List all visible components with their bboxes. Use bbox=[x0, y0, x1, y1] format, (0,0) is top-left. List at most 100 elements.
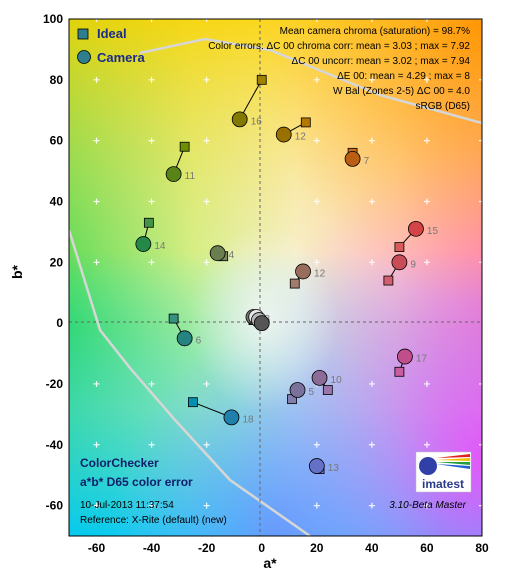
camera-marker bbox=[408, 220, 424, 237]
x-tick-label: -40 bbox=[143, 541, 161, 555]
legend-ideal-swatch bbox=[77, 28, 89, 40]
legend: Ideal Camera bbox=[77, 26, 145, 65]
ideal-marker bbox=[394, 242, 405, 252]
patch-label: 12 bbox=[314, 268, 326, 279]
ideal-marker bbox=[179, 141, 190, 152]
ideal-marker bbox=[289, 278, 300, 289]
patch-label: 10 bbox=[331, 375, 343, 386]
grid-marker bbox=[203, 441, 210, 448]
grid-marker bbox=[148, 198, 155, 205]
patch-label: 17 bbox=[416, 354, 428, 365]
grid-marker bbox=[313, 259, 320, 266]
camera-marker bbox=[344, 150, 361, 167]
grid-marker bbox=[93, 380, 100, 387]
grid-marker bbox=[368, 502, 375, 509]
y-tick-label: 40 bbox=[50, 194, 64, 208]
ideal-marker bbox=[300, 117, 311, 128]
stats-line-4: ΔE 00: mean = 4.29 ; max = 8 bbox=[337, 71, 470, 82]
info-title: ColorChecker bbox=[80, 456, 159, 470]
grid-marker bbox=[368, 198, 375, 205]
grid-marker bbox=[93, 76, 100, 83]
patch-label: 9 bbox=[410, 259, 416, 270]
ideal-marker bbox=[187, 397, 198, 408]
imatest-logo: imatest bbox=[415, 451, 472, 493]
patch-label: 15 bbox=[427, 226, 439, 237]
grid-marker bbox=[148, 441, 155, 448]
grid-marker bbox=[93, 502, 100, 509]
grid-marker bbox=[313, 441, 320, 448]
grid-marker bbox=[203, 76, 210, 83]
stats-line-2: Color errors: ΔC 00 chroma corr: mean = … bbox=[208, 41, 470, 52]
grid-marker bbox=[203, 137, 210, 144]
y-tick-label: 0 bbox=[56, 316, 63, 330]
grid-marker bbox=[368, 441, 375, 448]
info-subtitle: a*b* D65 color error bbox=[80, 475, 193, 489]
camera-marker bbox=[391, 254, 408, 271]
camera-marker bbox=[231, 111, 248, 128]
x-axis-label: a* bbox=[263, 555, 277, 571]
grid-marker bbox=[93, 259, 100, 266]
grid-marker bbox=[368, 380, 375, 387]
footer-date: 10-Jul-2013 11:37:54 bbox=[80, 500, 174, 511]
camera-marker bbox=[165, 166, 182, 183]
x-tick-labels: -60 -40 -20 0 20 40 60 80 bbox=[88, 541, 489, 555]
grid-marker bbox=[203, 502, 210, 509]
grid-marker bbox=[368, 76, 375, 83]
grid-marker bbox=[93, 441, 100, 448]
patch-label: 18 bbox=[242, 414, 254, 425]
camera-marker bbox=[308, 458, 325, 474]
stats-line-3: ΔC 00 uncorr: mean = 3.02 ; max = 7.94 bbox=[292, 56, 471, 67]
patch-label: 6 bbox=[196, 335, 202, 346]
grid-marker bbox=[148, 502, 155, 509]
grid-marker bbox=[93, 198, 100, 205]
patch-label: 13 bbox=[328, 463, 340, 474]
patch-label: 5 bbox=[309, 387, 315, 398]
grid-marker bbox=[313, 137, 320, 144]
camera-marker bbox=[209, 245, 226, 262]
patch-label: 4 bbox=[229, 250, 235, 261]
y-tick-label: -40 bbox=[46, 438, 64, 452]
grid-marker bbox=[423, 198, 430, 205]
camera-marker bbox=[275, 126, 292, 143]
camera-marker bbox=[295, 263, 311, 280]
grid-marker bbox=[313, 198, 320, 205]
brand-label: imatest bbox=[422, 477, 464, 491]
grid-marker bbox=[423, 76, 430, 83]
legend-camera-label: Camera bbox=[97, 50, 145, 65]
ideal-marker bbox=[168, 313, 179, 324]
patch-label: 14 bbox=[154, 241, 166, 252]
grid-marker bbox=[203, 380, 210, 387]
legend-ideal-label: Ideal bbox=[97, 26, 127, 41]
plot-frame bbox=[68, 18, 483, 537]
ideal-marker bbox=[143, 217, 154, 228]
grid-marker bbox=[423, 502, 430, 509]
y-tick-labels: -60 -40 -20 0 20 40 60 80 100 bbox=[43, 12, 63, 513]
stats-line-6: sRGB (D65) bbox=[416, 101, 470, 112]
ideal-marker bbox=[394, 366, 405, 377]
stats-line-1: Mean camera chroma (saturation) = 98.7% bbox=[280, 26, 470, 37]
x-tick-label: 60 bbox=[420, 541, 434, 555]
y-tick-label: -60 bbox=[46, 499, 64, 513]
grid-marker bbox=[423, 259, 430, 266]
camera-marker bbox=[223, 409, 240, 426]
ideal-marker bbox=[256, 74, 267, 85]
y-tick-label: 80 bbox=[50, 73, 64, 87]
ideal-marker bbox=[322, 385, 333, 395]
info-block: ColorChecker a*b* D65 color error 10-Jul… bbox=[80, 456, 467, 526]
stats-block: Mean camera chroma (saturation) = 98.7% … bbox=[208, 26, 470, 112]
x-tick-label: 0 bbox=[258, 541, 265, 555]
grid-marker bbox=[423, 137, 430, 144]
stats-line-5: W Bal (Zones 2-5) ΔC 00 = 4.0 bbox=[333, 86, 470, 97]
x-tick-label: 20 bbox=[310, 541, 324, 555]
grid-marker bbox=[148, 137, 155, 144]
camera-marker bbox=[289, 382, 306, 398]
grid-marker bbox=[148, 76, 155, 83]
legend-camera-swatch bbox=[77, 50, 91, 64]
grid-marker bbox=[423, 441, 430, 448]
grid-marker bbox=[148, 259, 155, 266]
y-tick-label: 60 bbox=[50, 134, 64, 148]
x-tick-label: 40 bbox=[365, 541, 379, 555]
x-tick-label: -20 bbox=[198, 541, 216, 555]
data-points: 34679101112121314151617185 bbox=[135, 74, 439, 474]
